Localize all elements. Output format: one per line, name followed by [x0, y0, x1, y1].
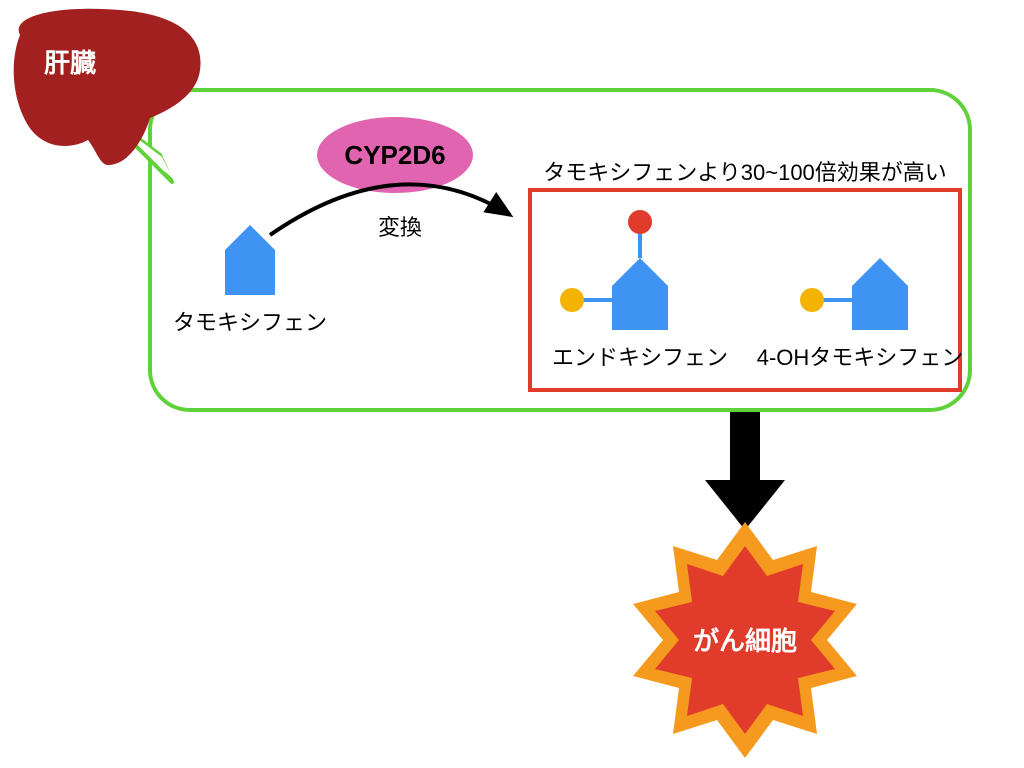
- cancer-label: がん細胞: [693, 626, 797, 656]
- convert-label: 変換: [378, 215, 422, 240]
- endoxifen-label: エンドキシフェン: [552, 345, 728, 370]
- liver-label: 肝臓: [44, 48, 96, 78]
- down-arrow: [705, 412, 785, 530]
- fourOH-label: 4-OHタモキシフェン: [757, 345, 964, 370]
- metabolite-title: タモキシフェンより30~100倍効果が高い: [543, 160, 947, 185]
- diagram-canvas: 肝臓 CYP2D6 変換 タモキシフェン タモキシフェンより30~100倍効果が…: [0, 0, 1024, 768]
- tamoxifen-label: タモキシフェン: [173, 310, 327, 335]
- cancer-starburst: がん細胞: [633, 522, 857, 758]
- enzyme-label: CYP2D6: [344, 140, 445, 170]
